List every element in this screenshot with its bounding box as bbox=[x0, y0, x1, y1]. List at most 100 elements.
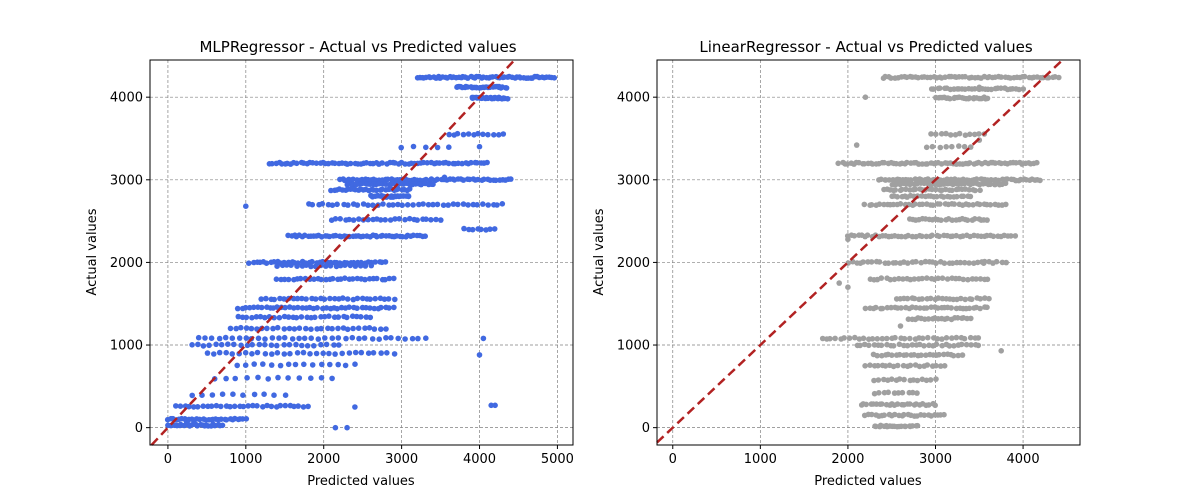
scatter-point bbox=[327, 361, 333, 368]
scatter-point bbox=[885, 260, 892, 267]
x-tick-label: 4000 bbox=[1007, 452, 1040, 467]
scatter-point bbox=[255, 335, 262, 342]
scatter-point bbox=[222, 334, 229, 341]
scatter-point bbox=[264, 325, 270, 332]
scatter-point bbox=[841, 335, 847, 341]
scatter-point bbox=[296, 335, 302, 342]
scatter-point bbox=[901, 376, 907, 383]
scatter-point bbox=[862, 94, 869, 100]
scatter-point bbox=[894, 362, 901, 369]
scatter-point bbox=[319, 201, 326, 207]
scatter-point bbox=[262, 341, 268, 348]
scatter-point bbox=[300, 404, 307, 410]
scatter-point bbox=[309, 362, 316, 368]
scatter-point bbox=[863, 401, 869, 408]
scatter-point bbox=[260, 361, 266, 367]
scatter-point bbox=[860, 335, 867, 342]
scatter-point bbox=[374, 233, 380, 240]
scatter-point bbox=[371, 326, 378, 332]
scatter-point bbox=[508, 176, 514, 182]
scatter-point bbox=[956, 143, 962, 149]
scatter-point bbox=[376, 336, 383, 343]
scatter-point bbox=[254, 349, 261, 356]
scatter-point bbox=[962, 73, 968, 80]
scatter-point bbox=[934, 336, 941, 342]
scatter-point bbox=[963, 341, 970, 348]
scatter-point bbox=[958, 295, 964, 302]
scatter-point bbox=[430, 181, 436, 188]
scatter-point bbox=[263, 295, 269, 302]
scatter-point bbox=[274, 350, 281, 356]
scatter-point bbox=[329, 335, 336, 342]
scatter-point bbox=[263, 260, 270, 267]
scatter-point bbox=[933, 341, 940, 348]
scatter-point bbox=[322, 335, 328, 341]
scatter-point bbox=[861, 201, 868, 208]
scatter-point bbox=[378, 326, 384, 333]
scatter-point bbox=[923, 144, 930, 151]
scatter-point bbox=[941, 260, 948, 267]
scatter-point bbox=[972, 216, 978, 222]
scatter-point bbox=[233, 325, 239, 332]
scatter-point bbox=[905, 232, 911, 239]
scatter-point bbox=[209, 392, 216, 398]
scatter-point bbox=[909, 423, 916, 429]
scatter-point bbox=[461, 225, 467, 232]
scatter-point bbox=[862, 363, 868, 369]
x-axis-label: Predicted values bbox=[814, 474, 922, 489]
scatter-point bbox=[853, 142, 860, 148]
scatter-point bbox=[321, 296, 328, 303]
scatter-point bbox=[313, 160, 320, 166]
scatter-point bbox=[851, 233, 858, 239]
scatter-point bbox=[819, 335, 826, 342]
chart-title: LinearRegressor - Actual vs Predicted va… bbox=[699, 38, 1032, 56]
scatter-point bbox=[492, 402, 498, 409]
scatter-point bbox=[345, 202, 351, 208]
scatter-point bbox=[965, 276, 971, 283]
scatter-point bbox=[392, 296, 398, 303]
y-tick-label: 4000 bbox=[617, 91, 650, 106]
scatter-point bbox=[423, 144, 429, 151]
scatter-point bbox=[1034, 159, 1040, 166]
scatter-point bbox=[894, 401, 901, 407]
scatter-point bbox=[491, 226, 498, 232]
scatter-point bbox=[242, 349, 249, 356]
scatter-point bbox=[503, 85, 510, 91]
scatter-point bbox=[379, 160, 385, 166]
scatter-point bbox=[303, 262, 310, 269]
scatter-point bbox=[332, 295, 338, 302]
scatter-point bbox=[874, 352, 880, 359]
scatter-point bbox=[938, 131, 945, 137]
scatter-point bbox=[924, 275, 930, 281]
scatter-point bbox=[919, 296, 925, 302]
scatter-point bbox=[469, 226, 476, 233]
scatter-point bbox=[903, 186, 909, 193]
scatter-point bbox=[329, 275, 336, 282]
scatter-point bbox=[888, 304, 894, 311]
scatter-point bbox=[281, 334, 288, 341]
scatter-point bbox=[285, 375, 291, 381]
scatter-point bbox=[935, 305, 941, 311]
scatter-point bbox=[1008, 233, 1014, 239]
scatter-point bbox=[390, 202, 396, 208]
scatter-point bbox=[281, 276, 288, 283]
scatter-point bbox=[249, 341, 255, 348]
scatter-point bbox=[344, 326, 351, 333]
scatter-point bbox=[311, 343, 317, 349]
scatter-point bbox=[918, 352, 924, 359]
scatter-point bbox=[359, 295, 366, 302]
scatter-point bbox=[190, 404, 197, 410]
scatter-point bbox=[970, 202, 976, 208]
scatter-point bbox=[882, 363, 889, 369]
scatter-point bbox=[303, 325, 309, 332]
scatter-point bbox=[1021, 73, 1028, 80]
scatter-point bbox=[416, 201, 422, 208]
scatter-point bbox=[430, 201, 436, 208]
scatter-point bbox=[372, 295, 379, 302]
scatter-point bbox=[346, 350, 353, 356]
scatter-point bbox=[961, 143, 968, 150]
scatter-points bbox=[164, 73, 558, 431]
scatter-point bbox=[336, 342, 342, 348]
scatter-point bbox=[294, 295, 301, 302]
scatter-point bbox=[360, 201, 367, 207]
